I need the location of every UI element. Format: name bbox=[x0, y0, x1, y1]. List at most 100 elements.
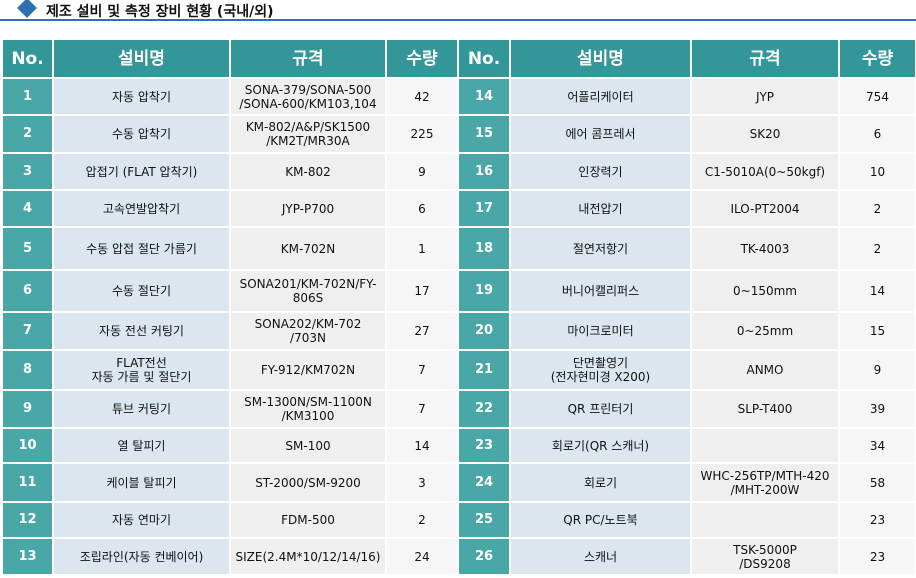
cell-no: 18 bbox=[459, 228, 509, 269]
cell-no: 13 bbox=[3, 539, 52, 574]
cell-spec: WHC-256TP/MTH-420 /MHT-200W bbox=[692, 464, 838, 501]
column-header: 규격 bbox=[692, 40, 838, 77]
cell-qty: 1 bbox=[387, 228, 457, 269]
cell-qty: 7 bbox=[387, 351, 457, 389]
cell-spec: ST-2000/SM-9200 bbox=[231, 464, 385, 501]
cell-no: 24 bbox=[459, 464, 509, 501]
cell-no: 21 bbox=[459, 351, 509, 389]
cell-no: 2 bbox=[3, 116, 52, 152]
cell-no: 25 bbox=[459, 503, 509, 537]
cell-name: 절연저항기 bbox=[511, 228, 690, 269]
cell-spec: 0~25mm bbox=[692, 313, 838, 349]
cell-qty: 24 bbox=[387, 539, 457, 574]
cell-qty: 14 bbox=[387, 429, 457, 462]
cell-qty: 6 bbox=[387, 191, 457, 226]
title-bar: 제조 설비 및 측정 장비 현황 (국내/외) bbox=[0, 0, 916, 24]
cell-qty: 14 bbox=[840, 271, 915, 311]
cell-spec: KM-802 bbox=[231, 154, 385, 189]
cell-name: 조립라인(자동 컨베이어) bbox=[54, 539, 229, 574]
cell-qty: 2 bbox=[840, 191, 915, 226]
cell-spec: SK20 bbox=[692, 116, 838, 152]
cell-spec: SLP-T400 bbox=[692, 391, 838, 427]
cell-spec: TK-4003 bbox=[692, 228, 838, 269]
cell-spec: ANMO bbox=[692, 351, 838, 389]
cell-name: 회로기 bbox=[511, 464, 690, 501]
cell-spec: JYP bbox=[692, 79, 838, 114]
cell-qty: 58 bbox=[840, 464, 915, 501]
cell-name: 인장력기 bbox=[511, 154, 690, 189]
equipment-table: No. 설비명 규격 수량 No. 설비명 규격 수량 1 자동 압착기 SONA-379/SONA… bbox=[3, 40, 915, 574]
cell-name: 열 탈피기 bbox=[54, 429, 229, 462]
cell-name: QR PC/노트북 bbox=[511, 503, 690, 537]
cell-qty: 23 bbox=[840, 539, 915, 574]
cell-name: 수동 압접 절단 가름기 bbox=[54, 228, 229, 269]
cell-qty: 3 bbox=[387, 464, 457, 501]
cell-no: 7 bbox=[3, 313, 52, 349]
cell-name: 고속연발압착기 bbox=[54, 191, 229, 226]
cell-spec bbox=[692, 429, 838, 462]
cell-qty: 42 bbox=[387, 79, 457, 114]
cell-name: 내전압기 bbox=[511, 191, 690, 226]
column-header: 수량 bbox=[840, 40, 915, 77]
cell-spec: SIZE(2.4M*10/12/14/16) bbox=[231, 539, 385, 574]
cell-qty: 23 bbox=[840, 503, 915, 537]
cell-qty: 10 bbox=[840, 154, 915, 189]
page-title: 제조 설비 및 측정 장비 현황 (국내/외) bbox=[46, 4, 274, 20]
cell-spec: SONA202/KM-702 /703N bbox=[231, 313, 385, 349]
column-header: 설비명 bbox=[511, 40, 690, 77]
cell-no: 4 bbox=[3, 191, 52, 226]
cell-spec: JYP-P700 bbox=[231, 191, 385, 226]
cell-qty: 9 bbox=[387, 154, 457, 189]
cell-name: 튜브 커팅기 bbox=[54, 391, 229, 427]
cell-qty: 2 bbox=[387, 503, 457, 537]
cell-qty: 7 bbox=[387, 391, 457, 427]
cell-name: FLAT전선 자동 가름 및 절단기 bbox=[54, 351, 229, 389]
cell-name: QR 프린터기 bbox=[511, 391, 690, 427]
cell-no: 17 bbox=[459, 191, 509, 226]
cell-spec: KM-802/A&P/SK1500 /KM2T/MR30A bbox=[231, 116, 385, 152]
cell-qty: 34 bbox=[840, 429, 915, 462]
cell-name: 단면촬영기 (전자현미경 X200) bbox=[511, 351, 690, 389]
cell-no: 19 bbox=[459, 271, 509, 311]
cell-qty: 225 bbox=[387, 116, 457, 152]
cell-no: 11 bbox=[3, 464, 52, 501]
cell-no: 5 bbox=[3, 228, 52, 269]
cell-no: 14 bbox=[459, 79, 509, 114]
cell-name: 압접기 (FLAT 압착기) bbox=[54, 154, 229, 189]
cell-no: 1 bbox=[3, 79, 52, 114]
cell-spec: C1-5010A(0~50kgf) bbox=[692, 154, 838, 189]
cell-no: 3 bbox=[3, 154, 52, 189]
cell-qty: 39 bbox=[840, 391, 915, 427]
cell-no: 6 bbox=[3, 271, 52, 311]
cell-qty: 15 bbox=[840, 313, 915, 349]
cell-no: 26 bbox=[459, 539, 509, 574]
cell-qty: 754 bbox=[840, 79, 915, 114]
cell-spec: FY-912/KM702N bbox=[231, 351, 385, 389]
cell-name: 스캐너 bbox=[511, 539, 690, 574]
cell-spec: SONA-379/SONA-500 /SONA-600/KM103,104 bbox=[231, 79, 385, 114]
cell-name: 마이크로미터 bbox=[511, 313, 690, 349]
cell-qty: 17 bbox=[387, 271, 457, 311]
cell-spec: TSK-5000P /DS9208 bbox=[692, 539, 838, 574]
cell-name: 회로기(QR 스캐너) bbox=[511, 429, 690, 462]
cell-no: 16 bbox=[459, 154, 509, 189]
cell-qty: 9 bbox=[840, 351, 915, 389]
cell-spec bbox=[692, 503, 838, 537]
cell-spec: 0~150mm bbox=[692, 271, 838, 311]
cell-qty: 27 bbox=[387, 313, 457, 349]
cell-no: 9 bbox=[3, 391, 52, 427]
cell-no: 23 bbox=[459, 429, 509, 462]
cell-spec: FDM-500 bbox=[231, 503, 385, 537]
column-header: 규격 bbox=[231, 40, 385, 77]
cell-name: 수동 절단기 bbox=[54, 271, 229, 311]
cell-spec: ILO-PT2004 bbox=[692, 191, 838, 226]
title-rule bbox=[0, 19, 916, 21]
cell-name: 어플리케이터 bbox=[511, 79, 690, 114]
cell-name: 에어 콤프레서 bbox=[511, 116, 690, 152]
column-header: No. bbox=[3, 40, 52, 77]
column-header: 수량 bbox=[387, 40, 457, 77]
cell-name: 자동 연마기 bbox=[54, 503, 229, 537]
cell-no: 8 bbox=[3, 351, 52, 389]
cell-no: 10 bbox=[3, 429, 52, 462]
